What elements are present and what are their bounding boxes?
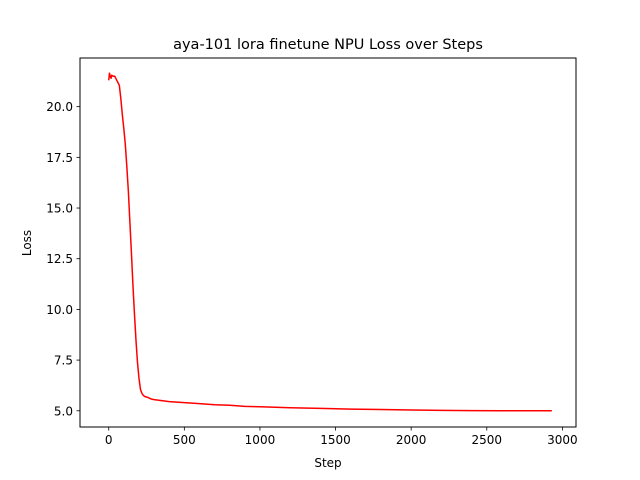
- plot-area: [107, 72, 552, 412]
- x-tick-label: 500: [173, 433, 196, 447]
- x-tick-label: 1000: [245, 433, 276, 447]
- x-tick-label: 2000: [396, 433, 427, 447]
- y-tick-label: 20.0: [46, 100, 73, 114]
- y-tick-label: 15.0: [46, 202, 73, 216]
- x-tick-label: 0: [105, 433, 113, 447]
- chart-title: aya-101 lora finetune NPU Loss over Step…: [173, 37, 483, 53]
- y-tick-label: 10.0: [46, 303, 73, 317]
- y-tick-label: 12.5: [46, 252, 73, 266]
- plot-frame: [79, 57, 577, 428]
- y-axis-label: Loss: [20, 230, 34, 256]
- loss-line-series-0: [107, 72, 552, 412]
- x-axis-label: Step: [314, 456, 341, 470]
- x-tick-label: 3000: [547, 433, 578, 447]
- x-tick-label: 2500: [472, 433, 503, 447]
- y-tick-label: 17.5: [46, 151, 73, 165]
- x-tick-label: 1500: [320, 433, 351, 447]
- y-tick-label: 7.5: [54, 354, 73, 368]
- y-axis-ticks: 5.0 7.5 10.0 12.5 15.0 17.5 20.0: [46, 100, 80, 418]
- y-tick-label: 5.0: [54, 404, 73, 418]
- x-axis-ticks: 0 500 1000 1500 2000 2500 3000: [105, 427, 578, 447]
